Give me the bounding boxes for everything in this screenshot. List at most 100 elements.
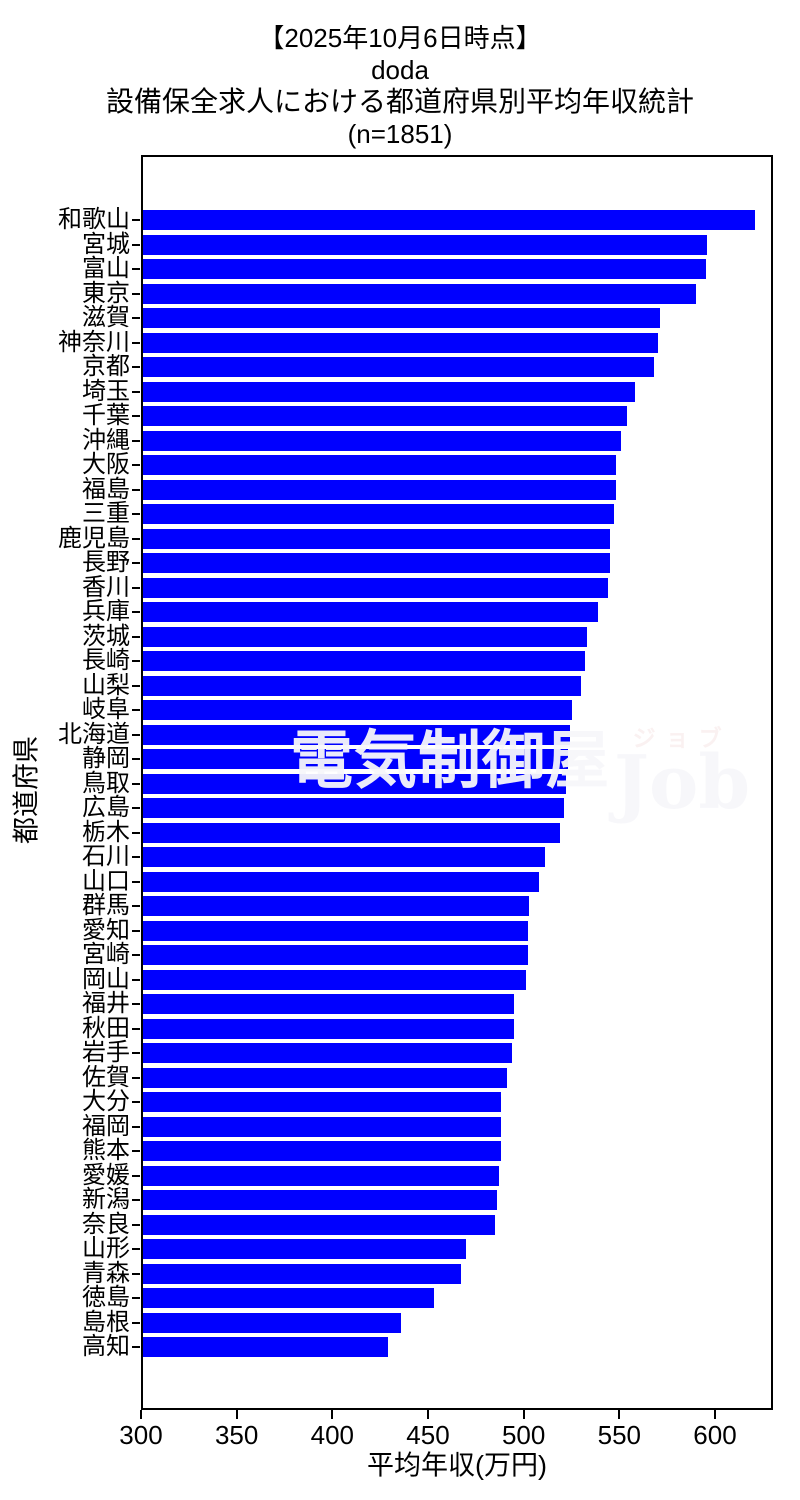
bar [143, 822, 560, 843]
y-category-label: 福岡 [82, 1112, 130, 1140]
y-tick-mark [132, 905, 140, 907]
y-tick-mark [132, 1052, 140, 1054]
bar [143, 1337, 388, 1357]
x-tick-label: 500 [501, 1420, 546, 1450]
y-tick-mark [132, 341, 140, 344]
bar [143, 651, 585, 671]
y-category-label: 長野 [82, 549, 130, 576]
y-category-label: 秋田 [82, 1014, 130, 1042]
bar [143, 406, 627, 426]
y-tick-mark [132, 415, 140, 417]
bar [143, 1141, 501, 1161]
bar [143, 1043, 512, 1063]
bar [143, 455, 616, 475]
y-category-label: 北海道 [58, 720, 130, 748]
bar [143, 234, 707, 255]
bar [143, 1190, 497, 1210]
y-category-label: 宮崎 [82, 941, 130, 968]
bar [143, 332, 658, 353]
y-category-label: 千葉 [82, 402, 130, 429]
y-tick-mark [132, 439, 140, 442]
bar [143, 675, 581, 696]
x-tick-label: 350 [214, 1420, 259, 1450]
bar [143, 259, 706, 279]
y-tick-mark [132, 537, 140, 540]
title-main-line: 設備保全求人における都道府県別平均年収統計 [105, 86, 694, 117]
y-category-label: 青森 [82, 1259, 130, 1287]
y-category-label: 沖縄 [82, 426, 130, 454]
y-tick-mark [132, 1027, 140, 1030]
bar [143, 553, 610, 573]
y-tick-mark [132, 219, 140, 221]
bar [143, 896, 529, 916]
bar [143, 1288, 434, 1308]
bar [143, 1165, 499, 1186]
chart-title: 【2025年10月6日時点】 doda 設備保全求人における都道府県別平均年収統… [0, 22, 800, 150]
y-tick-mark [132, 1248, 140, 1250]
y-tick-mark [132, 660, 140, 662]
x-tick-mark [235, 1410, 238, 1419]
x-tick-mark [331, 1410, 334, 1419]
y-tick-mark [132, 635, 140, 638]
bar [143, 724, 570, 745]
y-category-label: 山梨 [82, 671, 130, 699]
y-category-label: 愛媛 [82, 1161, 130, 1189]
y-tick-mark [132, 292, 140, 295]
x-tick-mark [522, 1410, 525, 1419]
bar [143, 308, 660, 328]
y-tick-mark [132, 954, 140, 956]
y-category-label: 埼玉 [82, 377, 130, 405]
y-tick-mark [132, 268, 140, 270]
y-category-label: 愛知 [82, 916, 130, 944]
bar [143, 1214, 495, 1235]
y-category-label: 宮城 [82, 230, 130, 258]
y-category-label: 大阪 [82, 451, 130, 478]
y-tick-mark [132, 929, 140, 932]
y-category-label: 大分 [82, 1088, 130, 1115]
y-tick-mark [132, 782, 140, 785]
y-tick-mark [132, 807, 140, 809]
plot-area [141, 155, 773, 1410]
x-tick-mark [427, 1410, 429, 1419]
bar [143, 1018, 514, 1039]
x-tick-label: 450 [406, 1420, 450, 1450]
bar [143, 430, 621, 451]
bar [143, 210, 755, 230]
x-tick-label: 400 [310, 1420, 355, 1450]
x-tick-mark [618, 1410, 621, 1419]
y-category-label: 東京 [82, 279, 130, 307]
y-tick-mark [132, 1101, 140, 1103]
y-category-label: 岐阜 [82, 696, 130, 723]
y-category-label: 香川 [82, 573, 130, 601]
y-tick-mark [132, 562, 140, 564]
bar [143, 920, 528, 941]
y-category-label: 茨城 [82, 622, 130, 650]
y-category-label: 新潟 [82, 1186, 130, 1213]
y-tick-mark [132, 366, 140, 368]
x-tick-mark [714, 1410, 716, 1419]
x-tick-label: 300 [119, 1420, 163, 1450]
y-tick-mark [132, 880, 140, 883]
y-category-label: 島根 [82, 1308, 130, 1336]
y-tick-mark [132, 1321, 140, 1324]
y-tick-mark [132, 1174, 140, 1177]
bar [143, 969, 526, 990]
y-tick-mark [132, 1297, 140, 1299]
y-tick-mark [132, 684, 140, 687]
y-tick-mark [132, 1076, 140, 1079]
y-category-label: 高知 [82, 1333, 130, 1360]
y-category-label: 福島 [82, 475, 130, 503]
y-tick-mark [132, 1125, 140, 1128]
y-category-label: 京都 [82, 353, 130, 380]
y-tick-mark [132, 513, 140, 515]
y-tick-mark [132, 243, 140, 246]
title-date-line: 【2025年10月6日時点】 [258, 23, 542, 53]
y-category-label: 岡山 [82, 965, 130, 993]
y-tick-mark [132, 390, 140, 393]
bar [143, 1092, 501, 1112]
bar [143, 1067, 507, 1088]
y-category-label: 徳島 [82, 1284, 130, 1311]
bar [143, 773, 566, 794]
y-category-label: 鳥取 [82, 769, 130, 797]
